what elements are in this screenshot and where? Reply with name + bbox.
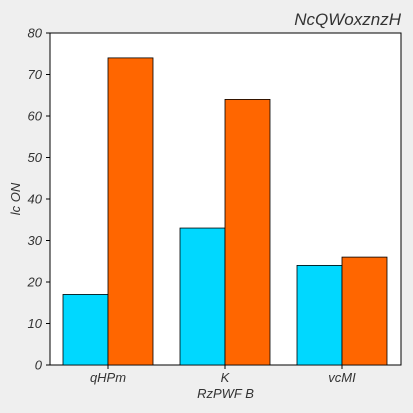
y-axis: 0 10 20 30 40 50 60 70 80 [27,26,50,373]
bars-layer [62,57,388,366]
x-tick-label: qHPm [90,370,126,385]
y-tick-label: 0 [35,358,43,373]
y-axis-title: lc ON [8,182,23,215]
y-tick-label: 30 [28,233,43,248]
bar-series-2-K [224,99,271,366]
bar-series-1-qHPm [62,294,109,366]
y-tick-label: 10 [28,316,43,331]
y-tick-label: 60 [28,109,43,124]
y-tick-label: 70 [28,67,43,82]
y-tick-label: 40 [28,192,43,207]
y-tick-label: 20 [27,275,43,290]
bar-series-1-K [179,227,226,366]
chart-title: NcQWoxznzH [294,10,401,29]
bar-series-2-qHPm [107,57,154,366]
x-tick-label: vcMI [328,370,356,385]
x-tick-label: K [221,370,231,385]
y-tick-label: 50 [28,150,43,165]
y-tick-label: 80 [28,26,43,41]
x-axis-title: RzPWF B [197,386,254,401]
bar-series-2-vcMI [341,256,388,366]
bar-series-1-vcMI [296,264,343,366]
